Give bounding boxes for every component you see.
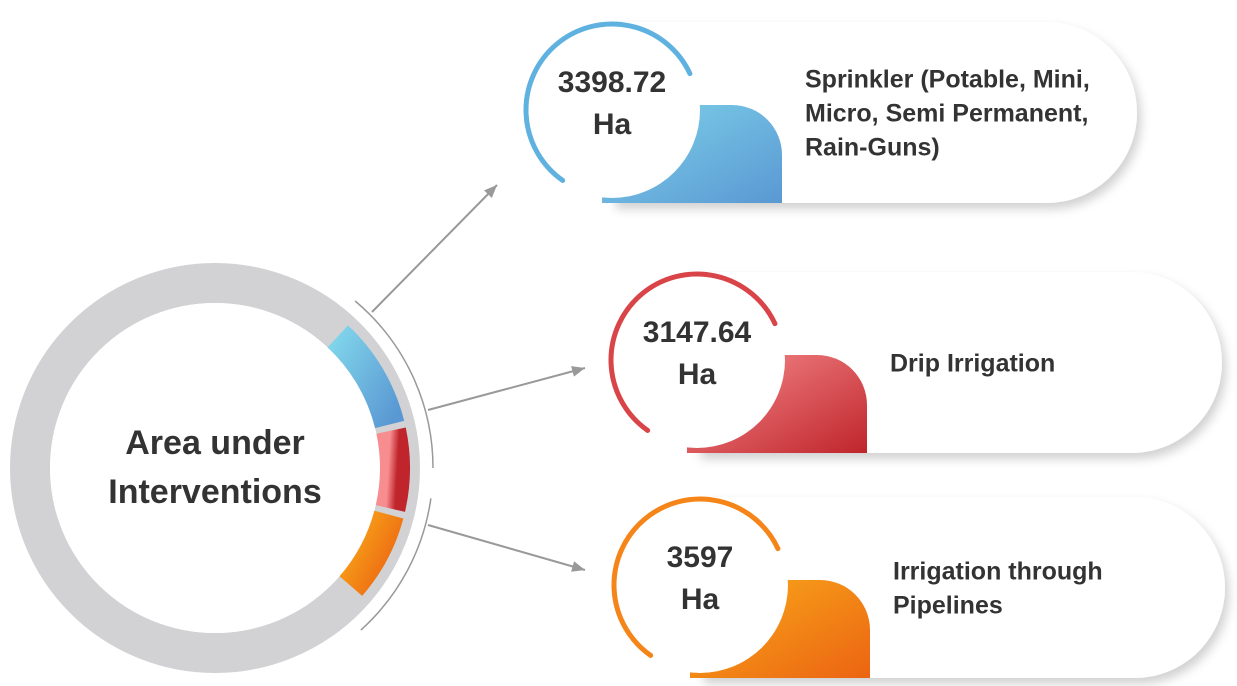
- item-label: Rain-Guns): [805, 134, 940, 162]
- value-unit: Ha: [678, 358, 717, 391]
- value-arc: [523, 21, 693, 183]
- item-label: Micro, Semi Permanent,: [805, 100, 1088, 128]
- main-ring-inner: [50, 303, 380, 633]
- value-unit: Ha: [593, 108, 632, 141]
- arrow-line: [371, 184, 498, 313]
- item-label: Drip Irrigation: [890, 350, 1055, 378]
- value-text: 3147.64: [643, 316, 752, 349]
- value-text: 3597: [667, 541, 734, 574]
- value-circle: [524, 22, 700, 198]
- center-label: Interventions: [108, 473, 321, 511]
- item-label: Pipelines: [893, 592, 1003, 620]
- center-label: Area under: [125, 424, 305, 462]
- value-arc: [608, 271, 778, 433]
- arrow-head: [571, 561, 585, 572]
- main-ring-group: Area under Interventions: [10, 184, 586, 673]
- arrow-head: [571, 366, 585, 377]
- arrow-head: [484, 185, 497, 199]
- value-text: 3398.72: [558, 66, 666, 99]
- value-arc: [611, 496, 781, 658]
- arrow-line: [427, 524, 586, 571]
- value-circle: [612, 497, 788, 673]
- item-label: Irrigation through: [893, 558, 1103, 586]
- item-label: Sprinkler (Potable, Mini,: [805, 66, 1090, 94]
- arrow-line: [427, 367, 586, 411]
- ring-segment: [375, 427, 410, 512]
- outer-arc: [354, 300, 434, 469]
- value-circle: [609, 272, 785, 448]
- ring-segment: [339, 510, 404, 596]
- value-unit: Ha: [681, 583, 720, 616]
- ring-segment: [327, 325, 405, 429]
- outer-arc: [360, 498, 432, 631]
